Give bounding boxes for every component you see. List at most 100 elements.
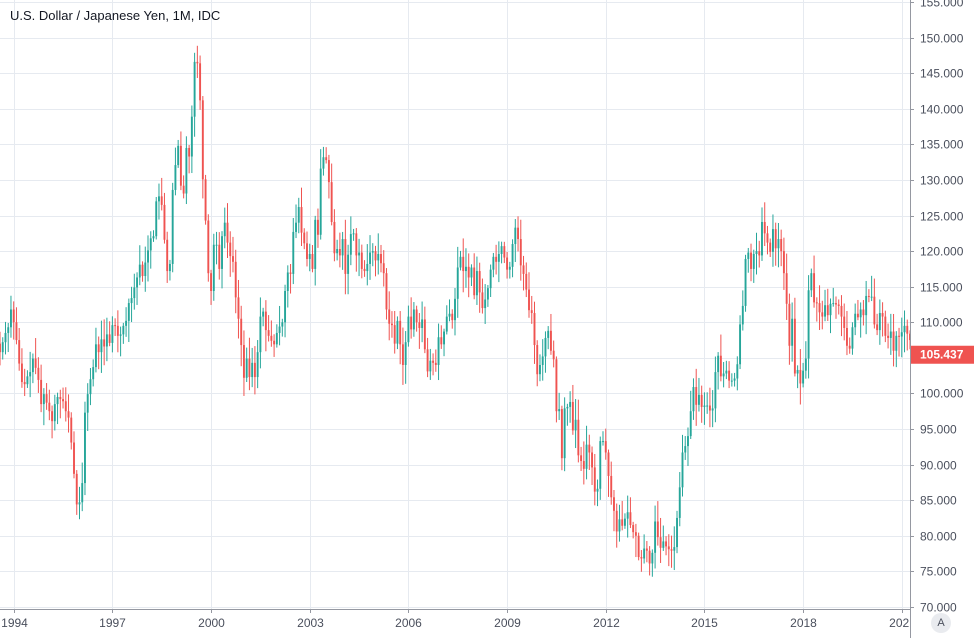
candle-body bbox=[141, 264, 144, 277]
candle-body bbox=[48, 402, 51, 412]
candle-body bbox=[45, 394, 48, 403]
candle-body bbox=[278, 326, 281, 333]
price-tick-label: 145.000 bbox=[920, 67, 964, 81]
candle-body bbox=[692, 387, 695, 412]
candle-body bbox=[791, 318, 794, 346]
candle-body bbox=[64, 401, 67, 412]
candle-body bbox=[632, 525, 635, 533]
candle-body bbox=[728, 370, 731, 381]
candle-body bbox=[508, 266, 511, 270]
candle-body bbox=[218, 244, 221, 269]
candle-body bbox=[237, 297, 240, 319]
price-tick-label: 75.000 bbox=[920, 565, 957, 579]
candle-body bbox=[59, 396, 62, 400]
candle-body bbox=[40, 379, 43, 405]
candle-body bbox=[544, 337, 547, 357]
candle-body bbox=[813, 273, 816, 303]
candle-body bbox=[845, 327, 848, 346]
candle-body bbox=[179, 145, 182, 186]
candle-body bbox=[330, 182, 333, 222]
candle-body bbox=[769, 242, 772, 252]
candle-body bbox=[412, 309, 415, 330]
candle-body bbox=[256, 352, 259, 378]
candle-body bbox=[722, 373, 725, 377]
candle-body bbox=[81, 483, 84, 503]
candle-body bbox=[443, 331, 445, 345]
candle-body bbox=[94, 344, 97, 368]
candle-body bbox=[571, 401, 574, 431]
candle-body bbox=[369, 252, 371, 264]
source-label: IDC bbox=[197, 8, 221, 23]
candle-body bbox=[654, 521, 657, 553]
candle-body bbox=[884, 316, 887, 336]
candle-body bbox=[347, 254, 350, 274]
candle-body bbox=[865, 295, 868, 316]
candle-body bbox=[371, 251, 374, 253]
candle-body bbox=[486, 288, 489, 300]
candle-body bbox=[552, 350, 555, 360]
candle-body bbox=[651, 552, 654, 564]
candle-body bbox=[881, 313, 884, 317]
candle-body bbox=[199, 63, 202, 101]
time-tick-label: 2012 bbox=[593, 616, 620, 630]
candle-body bbox=[171, 189, 174, 264]
candle-body bbox=[656, 521, 659, 538]
candle-body bbox=[818, 303, 821, 313]
candle-body bbox=[758, 251, 761, 256]
candle-body bbox=[401, 344, 404, 365]
candle-body bbox=[262, 311, 265, 317]
candle-body bbox=[615, 510, 618, 532]
candle-body bbox=[23, 382, 26, 385]
candle-body bbox=[755, 251, 758, 254]
candle-body bbox=[687, 436, 689, 447]
candle-body bbox=[410, 316, 413, 330]
candle-body bbox=[185, 147, 188, 194]
candle-body bbox=[492, 256, 495, 270]
candle-body bbox=[160, 196, 163, 205]
title-separator: , bbox=[190, 8, 198, 23]
candle-body bbox=[832, 303, 835, 305]
candle-body bbox=[51, 411, 54, 422]
price-tick-label: 85.000 bbox=[920, 494, 957, 508]
candle-body bbox=[689, 411, 692, 437]
candle-body bbox=[37, 367, 40, 380]
last-price-label: 105.437 bbox=[920, 348, 964, 362]
candle-body bbox=[223, 222, 226, 237]
candle-body bbox=[697, 394, 700, 405]
price-tick-label: 110.000 bbox=[920, 316, 963, 330]
candle-body bbox=[681, 452, 684, 488]
candle-body bbox=[336, 249, 339, 254]
candle-body bbox=[300, 207, 303, 233]
candle-body bbox=[618, 519, 621, 532]
candle-body bbox=[788, 303, 791, 346]
candle-body bbox=[114, 325, 117, 327]
candle-body bbox=[297, 207, 300, 223]
auto-scale-button[interactable]: A bbox=[931, 613, 951, 633]
candle-body bbox=[462, 256, 465, 272]
time-axis[interactable]: 1994 1997 2000 2003 2006 2009 2012 2015 2018 2021 bbox=[0, 609, 916, 630]
candle-body bbox=[673, 547, 676, 551]
candle-body bbox=[522, 265, 525, 274]
candle-body bbox=[396, 320, 399, 344]
candle-body bbox=[648, 550, 651, 564]
candle-body bbox=[0, 343, 1, 353]
candle-body bbox=[599, 441, 602, 489]
candle-body bbox=[56, 396, 59, 405]
candle-body bbox=[174, 165, 177, 190]
candle-body bbox=[867, 295, 870, 297]
candle-body bbox=[122, 325, 125, 335]
candle-body bbox=[10, 309, 12, 328]
candle-body bbox=[889, 331, 892, 338]
candle-body bbox=[127, 303, 130, 321]
candle-body bbox=[429, 360, 432, 372]
candle-body bbox=[873, 296, 876, 325]
candle-body bbox=[232, 256, 234, 262]
price-axis[interactable]: 70.000 75.000 80.000 85.000 90.000 95.000 100.… bbox=[910, 0, 974, 638]
candle-body bbox=[525, 273, 528, 290]
candle-body bbox=[341, 239, 344, 256]
candle-body bbox=[111, 325, 114, 343]
candle-body bbox=[319, 168, 322, 235]
candle-body bbox=[393, 325, 396, 344]
